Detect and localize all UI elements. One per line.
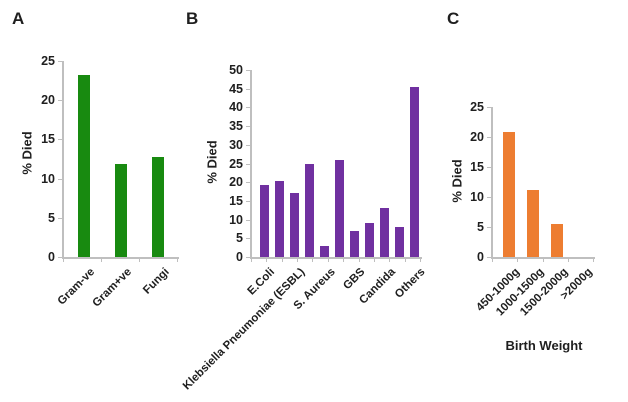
y-tick-mark: [246, 126, 250, 128]
bar-e-coli: [259, 184, 269, 257]
x-tick-mark: [297, 258, 299, 262]
y-tick-label: 50: [229, 63, 243, 77]
x-tick-mark: [266, 258, 268, 262]
x-axis-line: [250, 257, 422, 259]
y-tick-mark: [58, 100, 62, 102]
y-tick-label: 20: [41, 93, 55, 108]
bar-1500-2000g: [551, 224, 563, 257]
x-axis-line: [62, 257, 179, 259]
bar-6: [334, 159, 344, 257]
bar-klebsiella-pneumoniae-esbl: [289, 193, 299, 257]
x-tick-mark: [101, 258, 102, 262]
y-tick-mark: [246, 163, 250, 165]
y-tick-label: 35: [229, 119, 243, 134]
x-tick-mark: [389, 258, 391, 262]
y-tick-label: 10: [41, 171, 55, 186]
y-tick-label: 5: [236, 231, 243, 246]
y-tick-label: 15: [470, 160, 484, 174]
x-tick-mark: [327, 258, 329, 262]
x-tick-mark: [404, 258, 406, 262]
y-tick-mark: [487, 107, 491, 108]
bar-fungi: [152, 156, 164, 257]
y-tick-label: 15: [229, 193, 243, 208]
y-axis-line: [62, 61, 64, 258]
x-tick-mark: [420, 258, 421, 262]
x-tick-mark: [343, 258, 345, 262]
bar-candida: [379, 208, 389, 257]
y-tick-label: 5: [477, 220, 484, 234]
y-tick-label: 25: [229, 156, 243, 171]
y-tick-mark: [246, 257, 250, 258]
y-tick-label: 10: [470, 190, 484, 204]
x-tick-mark: [281, 258, 283, 262]
y-tick-mark: [58, 178, 62, 180]
x-tick-mark: [251, 258, 252, 262]
y-tick-mark: [246, 144, 250, 146]
x-axis-line: [491, 257, 595, 259]
y-tick-label: 0: [477, 250, 484, 264]
y-tick-mark: [246, 200, 250, 202]
bar-8: [364, 223, 374, 257]
y-tick-label: 20: [470, 130, 484, 144]
y-tick-label: 5: [48, 210, 55, 225]
y-tick-mark: [58, 139, 62, 141]
bar-1000-1500g: [527, 189, 539, 257]
panel-letter-a: A: [12, 9, 25, 28]
panel-letter-b: B: [186, 9, 199, 28]
x-tick-mark: [517, 258, 519, 262]
y-tick-mark: [487, 257, 491, 258]
x-tick-mark: [593, 258, 594, 262]
y-tick-label: 25: [41, 54, 55, 68]
y-tick-mark: [487, 137, 491, 138]
x-tick-mark: [177, 258, 178, 262]
y-axis-line: [491, 107, 493, 258]
x-tick-mark: [312, 258, 314, 262]
bar-4: [304, 163, 314, 257]
y-tick-mark: [246, 182, 250, 184]
bar-gbs: [349, 230, 359, 257]
bar-others: [409, 86, 419, 257]
bar-10: [394, 227, 404, 257]
x-tick-mark: [63, 258, 64, 262]
y-tick-label: 0: [48, 250, 55, 264]
x-tick-mark: [358, 258, 360, 262]
bar-s-aureus: [319, 245, 329, 257]
y-tick-mark: [246, 88, 250, 90]
y-tick-mark: [246, 219, 250, 221]
x-tick-mark: [373, 258, 375, 262]
x-tick-mark: [542, 258, 544, 262]
bar-450-1000g: [503, 132, 515, 257]
y-tick-mark: [246, 107, 250, 109]
y-tick-mark: [58, 257, 62, 258]
y-tick-label: 45: [229, 81, 243, 96]
y-tick-mark: [487, 197, 491, 198]
y-tick-mark: [58, 61, 62, 62]
y-tick-mark: [487, 167, 491, 168]
y-tick-mark: [246, 70, 250, 71]
panel-letter-c: C: [447, 9, 460, 28]
bar-2: [274, 181, 284, 257]
x-tick-mark: [567, 258, 569, 262]
y-tick-label: 40: [229, 100, 243, 115]
x-tick-mark: [492, 258, 493, 262]
x-tick-mark: [139, 258, 140, 262]
y-tick-label: 0: [236, 250, 243, 264]
y-tick-mark: [58, 217, 62, 219]
x-axis-title: Birth Weight: [505, 338, 583, 353]
y-axis-line: [250, 70, 252, 258]
y-tick-label: 20: [229, 175, 243, 190]
y-tick-label: 25: [470, 100, 484, 114]
bar-gram-ve: [78, 75, 90, 257]
y-tick-label: 10: [229, 212, 243, 227]
y-tick-label: 15: [41, 132, 55, 147]
y-tick-mark: [246, 238, 250, 240]
y-tick-label: 30: [229, 137, 243, 152]
y-tick-mark: [487, 227, 491, 228]
bar-gram-ve: [115, 163, 127, 257]
